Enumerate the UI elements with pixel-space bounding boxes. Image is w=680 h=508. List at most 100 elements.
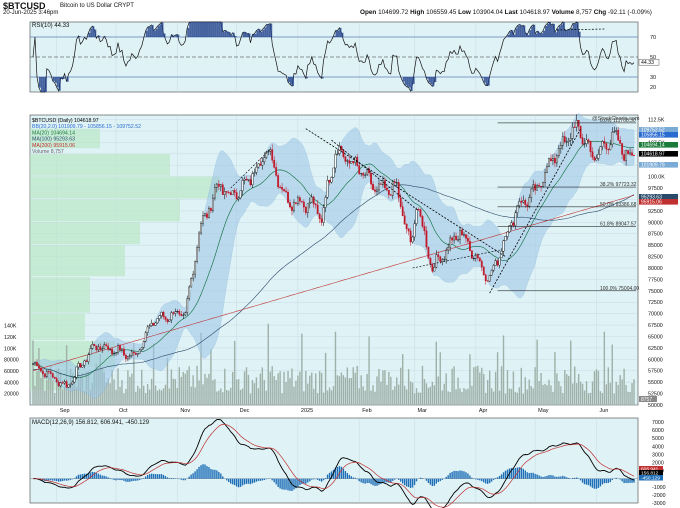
volume-bar <box>587 393 590 405</box>
macd-histogram-bar <box>441 478 443 480</box>
candle-body <box>447 246 450 251</box>
candle-body <box>609 144 612 151</box>
rsi-oversold-fill <box>52 77 55 82</box>
rsi-overbought-fill <box>531 26 534 37</box>
volume-bar <box>259 373 262 405</box>
volume-bar <box>463 387 465 405</box>
candle-body <box>200 223 202 234</box>
candle-body <box>239 190 242 199</box>
rsi-overbought-fill <box>187 27 190 37</box>
volume-bar <box>265 390 267 405</box>
volume-bar <box>504 393 507 405</box>
macd-histogram-bar <box>388 478 390 483</box>
macd-tick-label: 7000 <box>652 420 664 426</box>
volume-bar <box>441 390 443 405</box>
macd-histogram-bar <box>568 477 570 479</box>
volume-bar <box>382 370 384 405</box>
macd-histogram-bar <box>79 474 82 479</box>
macd-histogram-bar <box>490 478 493 482</box>
price-tick-label: 60000 <box>648 357 663 363</box>
volume-bar <box>585 381 588 405</box>
volume-bar <box>281 393 283 405</box>
candle-body <box>534 184 537 191</box>
candle-body <box>599 146 602 155</box>
candle-body <box>627 150 629 155</box>
macd-histogram-bar <box>409 478 412 489</box>
volume-by-price-bar <box>30 222 140 245</box>
open-value: 104699.72 <box>378 9 409 16</box>
volume-bar <box>267 323 269 405</box>
volume-bar <box>633 379 635 405</box>
candle-body <box>603 141 606 144</box>
rsi-oversold-fill <box>42 77 45 92</box>
candle-body <box>111 348 113 354</box>
volume-bar <box>89 389 92 405</box>
fib-label: 38.2% 97723.32 <box>600 182 637 188</box>
macd-tag: -450.129 <box>641 476 660 482</box>
volume-bar <box>243 371 246 405</box>
volume-bar <box>287 371 289 405</box>
candle-body <box>387 189 390 195</box>
price-tick-label: 90000 <box>648 220 663 226</box>
candle-body <box>162 311 165 317</box>
rsi-overbought-fill <box>341 32 344 37</box>
volume-bar <box>307 383 309 405</box>
volume-bar <box>396 377 398 405</box>
rsi-overbought-fill <box>533 24 536 37</box>
volume-bar <box>368 336 370 405</box>
macd-histogram-bar <box>390 478 392 483</box>
volume-bar <box>231 371 234 405</box>
price-tick-label: 87500 <box>648 232 663 238</box>
macd-histogram-bar <box>156 474 159 479</box>
candle-body <box>476 254 479 259</box>
macd-histogram-bar <box>243 478 246 485</box>
candle-body <box>79 363 82 368</box>
last-label: Last <box>504 9 518 16</box>
volume-bar <box>291 368 293 405</box>
volume-bar <box>123 393 125 405</box>
volume-bar <box>224 368 226 405</box>
volume-bar <box>627 391 629 405</box>
candle-body <box>142 341 145 348</box>
rsi-overbought-fill <box>104 36 107 37</box>
candle-body <box>219 184 222 187</box>
macd-histogram-bar <box>504 470 507 479</box>
macd-histogram-bar <box>137 478 139 481</box>
macd-histogram-bar <box>226 478 228 481</box>
macd-histogram-bar <box>61 478 64 482</box>
candle-body <box>168 319 171 322</box>
volume-bar <box>229 387 232 405</box>
timestamp: 20-Jun-2025 3:46pm <box>3 10 59 16</box>
volume-bar <box>129 376 131 405</box>
macd-histogram-bar <box>101 475 103 479</box>
volume-bar <box>311 372 313 405</box>
macd-histogram-bar <box>95 473 97 479</box>
rsi-oversold-fill <box>410 77 413 91</box>
candle-body <box>378 183 380 191</box>
candle-body <box>198 232 200 248</box>
volume-bar <box>200 332 202 405</box>
candle-body <box>176 311 179 313</box>
macd-histogram-bar <box>421 478 424 479</box>
price-legend-entry: MA(200) 95915.06 <box>32 143 75 149</box>
volume-bar <box>220 388 222 405</box>
candle-body <box>617 129 620 141</box>
price-tag: 105856.15 <box>641 133 665 139</box>
macd-histogram-bar <box>73 478 76 479</box>
volume-bar <box>222 392 224 405</box>
candle-body <box>41 370 44 374</box>
macd-histogram-bar <box>514 468 517 479</box>
macd-histogram-bar <box>216 470 218 479</box>
rsi-overbought-fill <box>244 32 247 37</box>
candle-body <box>565 141 568 143</box>
macd-histogram-bar <box>180 478 182 480</box>
rsi-overbought-fill <box>246 33 249 37</box>
candle-body <box>451 237 454 241</box>
rsi-overbought-fill <box>208 22 211 37</box>
rsi-overbought-fill <box>199 22 202 37</box>
rsi-overbought-fill <box>157 26 160 37</box>
candle-body <box>391 181 394 196</box>
macd-histogram-bar <box>538 475 540 479</box>
candle-body <box>89 348 92 355</box>
candle-body <box>287 192 289 203</box>
